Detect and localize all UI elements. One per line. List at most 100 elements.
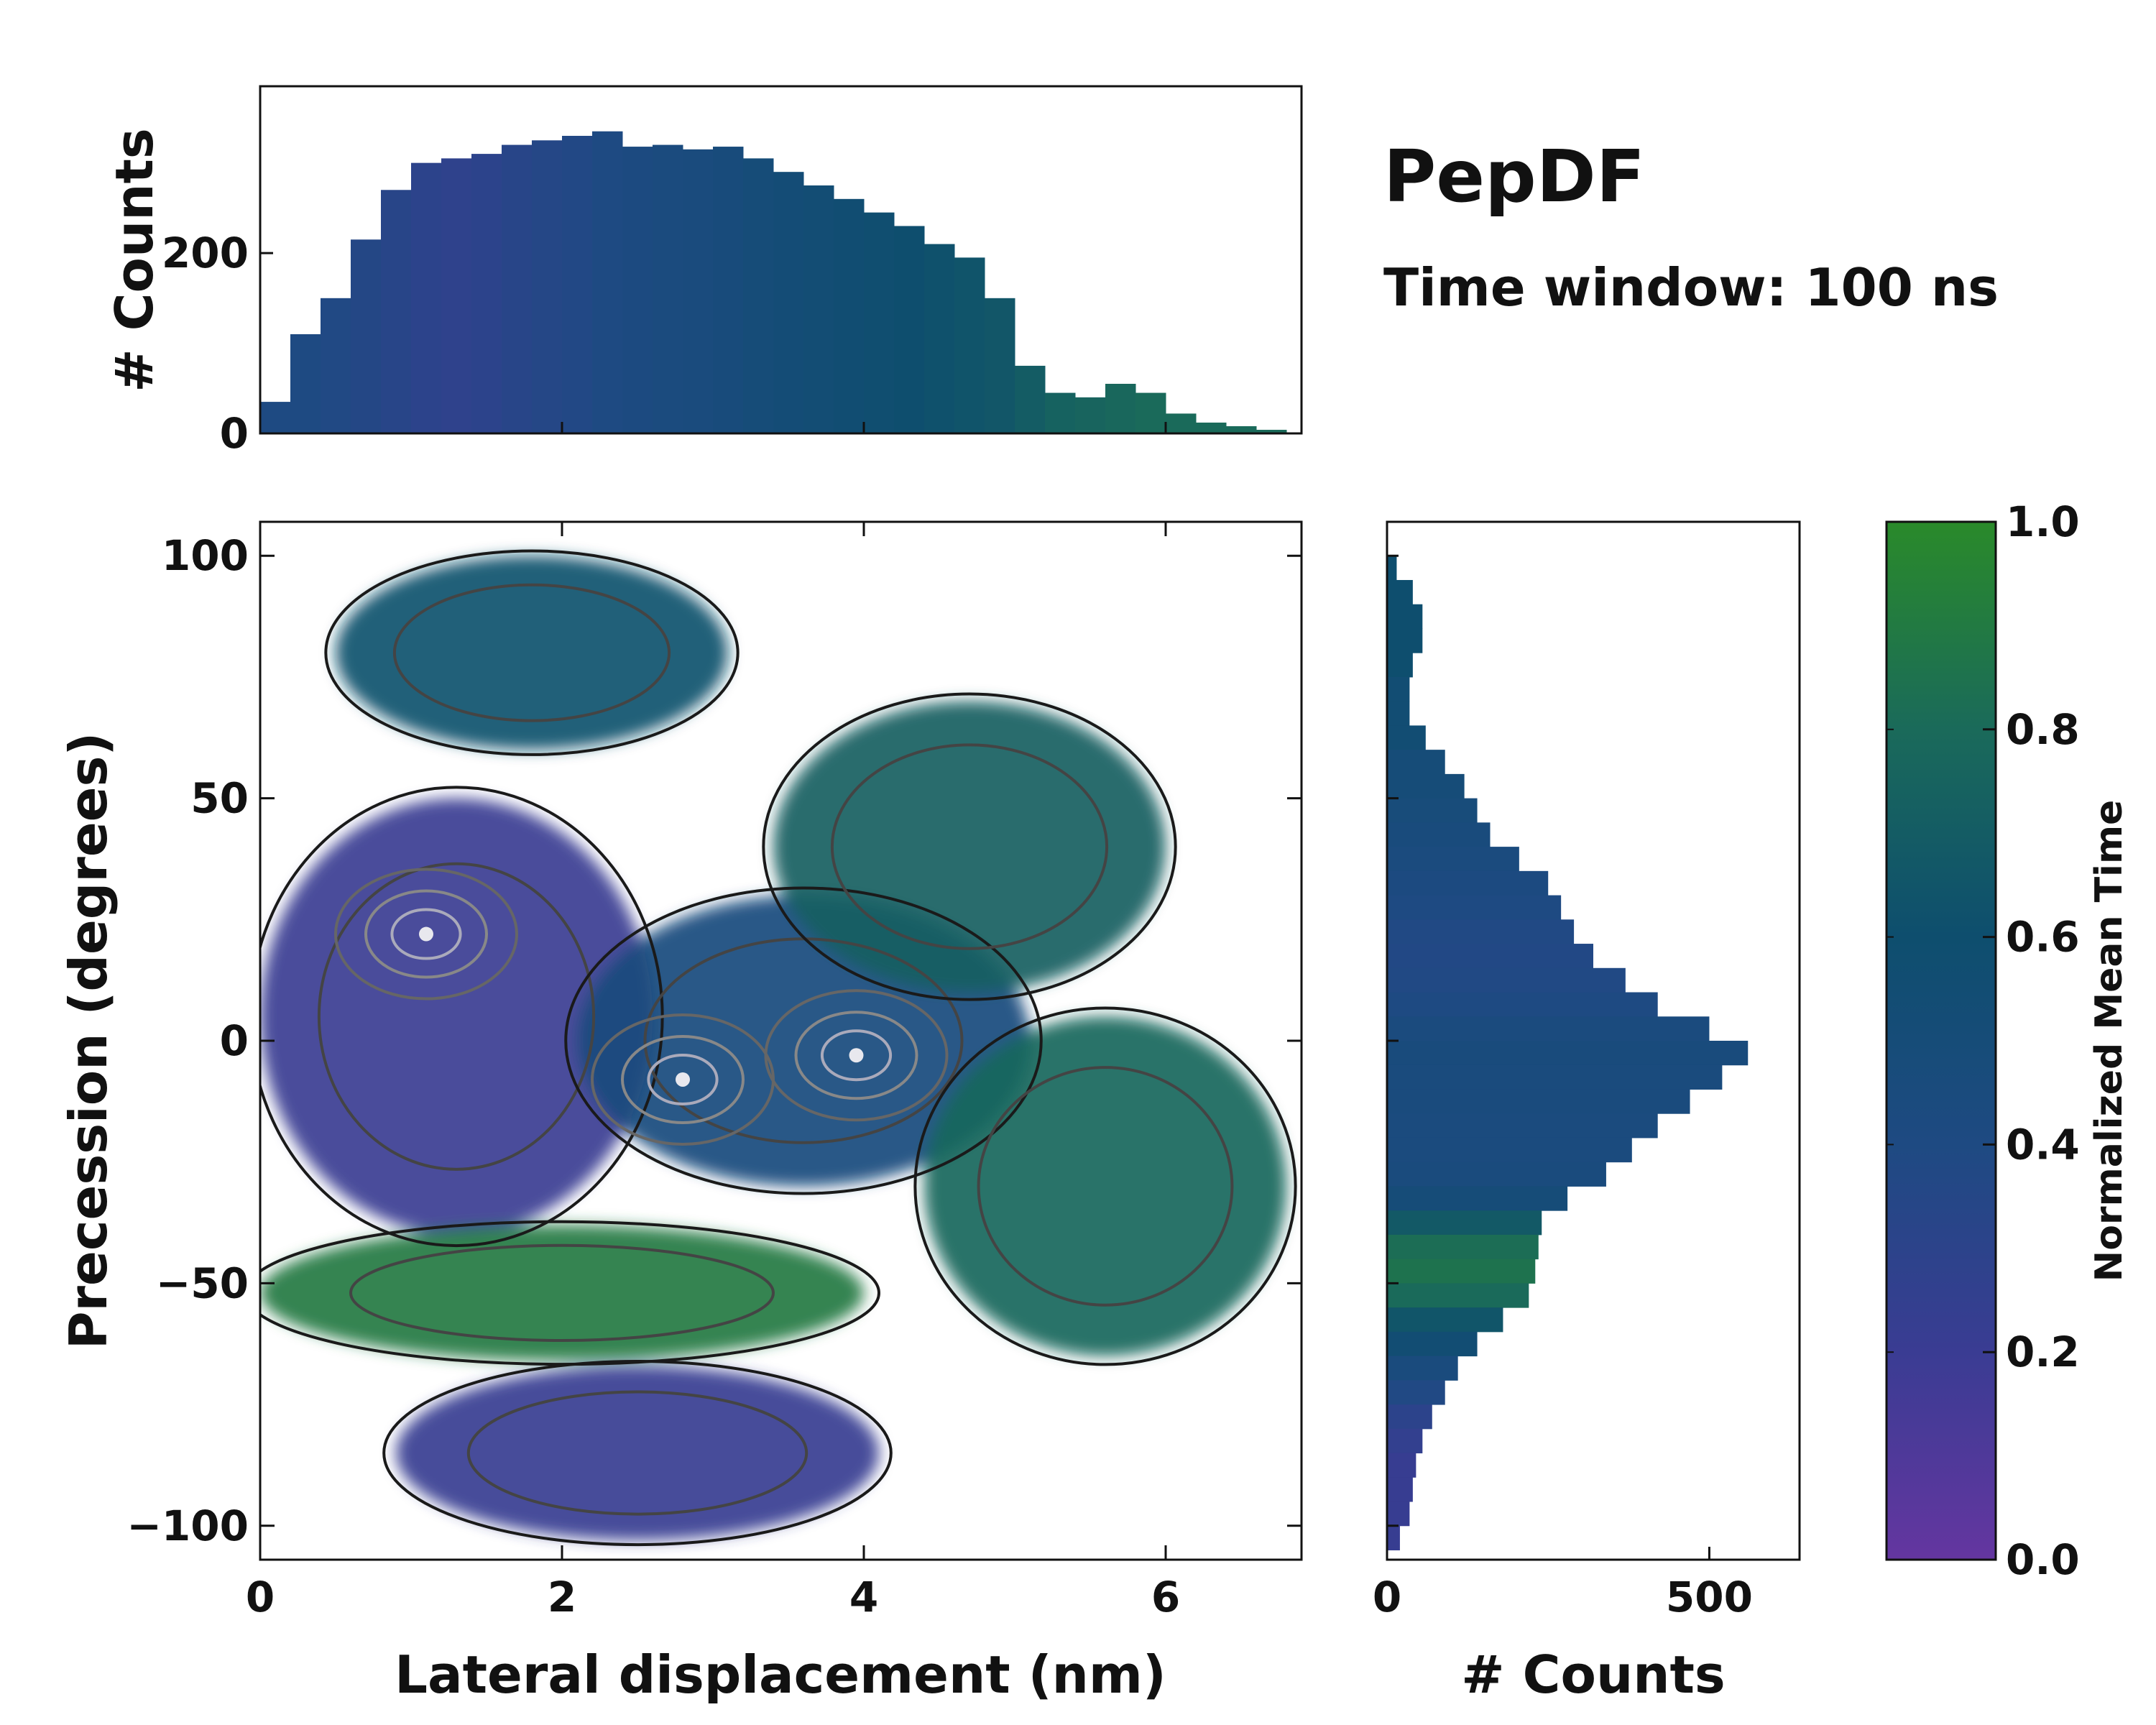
right-histogram-xtick-label: 0 [1373, 1573, 1401, 1622]
top-histogram-bar [471, 154, 502, 433]
right-histogram-bar [1387, 1525, 1400, 1551]
right-histogram-bar [1387, 1210, 1542, 1236]
right-histogram-bar [1387, 992, 1658, 1017]
right-histogram-bar [1387, 1041, 1749, 1066]
top-histogram-bars [260, 131, 1287, 434]
right-histogram-bar [1387, 1331, 1478, 1357]
right-histogram-bar [1387, 725, 1426, 750]
right-histogram-xlabel: # Counts [1461, 1644, 1726, 1705]
right-histogram-bar [1387, 653, 1413, 678]
top-histogram-bar [592, 131, 623, 433]
main-panel-frame [259, 520, 1303, 1561]
density-peak-contour [591, 1013, 775, 1146]
main-ylabel: Precession (degrees) [58, 732, 119, 1350]
right-histogram-bar [1387, 895, 1562, 920]
main-ytick-label: −50 [156, 1259, 249, 1307]
heatmap-contour [317, 862, 596, 1171]
heatmap-region [260, 798, 653, 1235]
top-histogram-bar [321, 298, 351, 433]
top-histogram-bar [290, 334, 321, 433]
top-histogram-bar [834, 198, 865, 433]
top-histogram-bar [1015, 365, 1046, 433]
density-peak-contour [647, 1053, 719, 1105]
density-peak-contour [621, 1034, 745, 1124]
right-histogram-bar [1387, 1356, 1458, 1381]
top-histogram-bar [351, 239, 382, 433]
top-histogram-bar [1105, 384, 1136, 433]
main-ytick-label: 100 [162, 531, 249, 580]
top-histogram-bar [532, 140, 563, 434]
colorbar-tick-label: 0.4 [2006, 1120, 2080, 1169]
top-histogram-bar [1226, 426, 1257, 433]
right-histogram-bar [1387, 604, 1423, 629]
top-histogram-bar [381, 190, 412, 433]
density-peak [419, 926, 433, 942]
top-histogram-bar [864, 212, 895, 433]
main-ytick-label: 0 [220, 1016, 249, 1065]
heatmap-contour [913, 1006, 1297, 1366]
heatmap-contour [830, 743, 1109, 950]
right-histogram-bar [1387, 967, 1626, 993]
density-peak-contour [364, 889, 488, 979]
top-histogram-bar [441, 158, 472, 433]
right-histogram: 0 500 # Counts [1373, 520, 1801, 1705]
top-histogram-bar [1166, 413, 1197, 433]
right-histogram-bar [1387, 1307, 1503, 1333]
top-histogram-bar [411, 162, 442, 434]
right-histogram-xtick-label: 500 [1666, 1573, 1753, 1622]
colorbar-tick-label: 0.2 [2006, 1328, 2080, 1376]
heatmap-contour [466, 1390, 808, 1516]
main-xlabel: Lateral displacement (nm) [395, 1644, 1166, 1705]
top-histogram-bar [562, 136, 593, 433]
heatmap-contour [977, 1066, 1234, 1307]
density-peak-contour [334, 868, 518, 1000]
main-xtick-label: 2 [548, 1573, 576, 1622]
heatmap-contour [349, 1243, 775, 1343]
right-histogram-bar [1387, 944, 1593, 969]
main-xtick-label: 6 [1151, 1573, 1180, 1622]
right-histogram-bar [1387, 1064, 1723, 1090]
colorbar-label: Normalized Mean Time [2088, 800, 2131, 1282]
right-histogram-bar [1387, 1113, 1658, 1138]
right-histogram-bar [1387, 701, 1410, 726]
heatmap-contours [260, 549, 1297, 1547]
top-histogram-bar [622, 147, 653, 433]
right-histogram-bar [1387, 750, 1445, 775]
density-peak-contour [794, 1011, 918, 1100]
right-histogram-bar [1387, 1259, 1536, 1284]
chart-title: PepDF [1383, 134, 1645, 218]
right-histogram-bar [1387, 1453, 1416, 1478]
top-histogram-bar [683, 149, 714, 433]
right-histogram-bar [1387, 1380, 1445, 1405]
top-histogram-ytick-label: 200 [162, 229, 249, 277]
top-histogram-bar [502, 144, 533, 433]
main-xtick-label: 0 [246, 1573, 275, 1622]
right-histogram-bar [1387, 1428, 1423, 1454]
density-peak [676, 1072, 690, 1087]
density-peak [849, 1048, 864, 1063]
right-histogram-ticks: 0 500 [1373, 554, 1753, 1622]
top-histogram-bar [1135, 392, 1166, 433]
top-histogram-bar [1196, 422, 1227, 433]
top-histogram: 0 200 # Counts [104, 85, 1303, 458]
right-histogram-bar [1387, 1501, 1410, 1527]
top-histogram-ytick-label: 0 [220, 409, 249, 458]
top-histogram-bar [1256, 429, 1287, 433]
top-histogram-frame [259, 85, 1303, 435]
colorbar-ticks: 0.0 0.2 0.4 0.6 0.8 1.0 [1886, 497, 2080, 1584]
right-histogram-bar [1387, 773, 1465, 799]
heatmap-contour [762, 692, 1177, 1001]
colorbar: 0.0 0.2 0.4 0.6 0.8 1.0 Normalized Mean Time [1885, 497, 2131, 1584]
heatmap-density-peaks [334, 868, 949, 1146]
top-histogram-ylabel: # Counts [104, 128, 165, 392]
colorbar-tick-label: 0.6 [2006, 913, 2080, 962]
right-histogram-bar [1387, 1234, 1539, 1260]
top-histogram-bar [1045, 392, 1076, 433]
heatmap-contour [324, 549, 740, 756]
right-histogram-frame [1386, 520, 1801, 1561]
top-histogram-ticks: 0 200 [162, 229, 1167, 458]
top-histogram-bar [743, 158, 774, 433]
right-histogram-bar [1387, 822, 1491, 847]
top-histogram-bar [713, 147, 744, 433]
right-histogram-bar [1387, 579, 1413, 605]
